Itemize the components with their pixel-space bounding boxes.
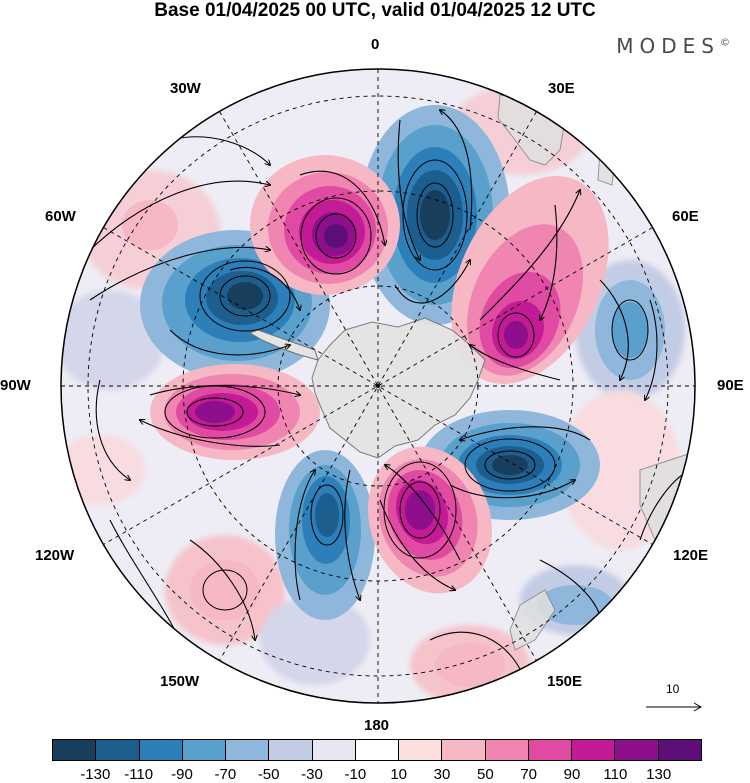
- antarctica-landmass: [311, 317, 486, 459]
- colorbar-tick-label: 10: [390, 766, 407, 783]
- colorbar-tick-label: 90: [563, 766, 581, 783]
- reference-vector-arrow: [646, 702, 703, 712]
- lon-label-90w: 90W: [0, 377, 31, 394]
- colorbar-ticks: -130 -110 -90 -70 -50 -30 -10 10 30 50 70 90 110 130: [52, 766, 702, 783]
- colorbar-swatch: [442, 740, 486, 760]
- colorbar-tick-label: 30: [433, 766, 451, 783]
- colorbar-tick-label: -110: [124, 766, 154, 783]
- colorbar-tick-label: -50: [257, 766, 280, 783]
- new-zealand: [509, 589, 556, 651]
- colorbar-swatch: [485, 740, 529, 760]
- madagascar: [597, 149, 616, 186]
- antarctic-peninsula: [248, 329, 319, 361]
- colorbar-swatch: [399, 740, 443, 760]
- south-pole-marker: [376, 384, 380, 388]
- colorbar-tick-label: 130: [646, 766, 672, 783]
- lon-label-150w: 150W: [160, 673, 200, 690]
- colorbar-swatch: [528, 740, 573, 760]
- lon-label-90e: 90E: [717, 377, 744, 394]
- colorbar-swatch: [139, 740, 183, 760]
- colorbar-tick-label: -30: [301, 766, 323, 783]
- colorbar-swatch: [182, 740, 227, 760]
- map-title: Base 01/04/2025 00 UTC, valid 01/04/2025…: [154, 0, 596, 21]
- lon-label-120e: 120E: [673, 547, 709, 564]
- reference-vector: 10: [644, 680, 704, 720]
- lon-label-60e: 60E: [672, 208, 699, 225]
- colorbar-tick-label: 50: [476, 766, 494, 783]
- brand-logo: MODES©: [616, 34, 730, 58]
- brand-text: MODES: [616, 34, 720, 58]
- lon-label-30e: 30E: [548, 80, 575, 97]
- colorbar-tick-label: 70: [520, 766, 537, 783]
- colorbar-swatch: [572, 740, 616, 760]
- map-border: [60, 68, 696, 704]
- colorbar-swatch: [53, 740, 97, 760]
- colorbar-tick-label: -130: [80, 766, 111, 783]
- colorbar-swatch: [312, 740, 356, 760]
- colorbar-swatch: [355, 740, 400, 760]
- colorbar-swatch: [226, 740, 270, 760]
- colorbar-tick-label: 110: [603, 766, 628, 783]
- lon-label-0: 0: [371, 36, 380, 53]
- colorbar-swatch: [96, 740, 140, 760]
- lon-label-60w: 60W: [45, 208, 76, 225]
- lon-label-180: 180: [364, 717, 390, 734]
- colorbar-tick-label: -90: [171, 766, 193, 783]
- wind-streamlines: [84, 110, 690, 680]
- lon-label-120w: 120W: [35, 547, 75, 564]
- colorbar-tick-label: -70: [214, 766, 237, 783]
- reference-vector-label: 10: [666, 682, 680, 696]
- colorbar-swatch: [615, 740, 659, 760]
- colorbar-swatch: [658, 740, 701, 760]
- colorbar-tick-label: -10: [344, 766, 367, 783]
- lon-label-30w: 30W: [170, 80, 201, 97]
- map-disk: [61, 69, 695, 703]
- brand-mark: ©: [720, 37, 730, 49]
- positive-anomaly-cores: [122, 155, 609, 687]
- colorbar-swatch: [269, 740, 313, 760]
- colorbar: [52, 739, 702, 761]
- graticule: [61, 69, 695, 703]
- lon-label-150e: 150E: [547, 673, 583, 690]
